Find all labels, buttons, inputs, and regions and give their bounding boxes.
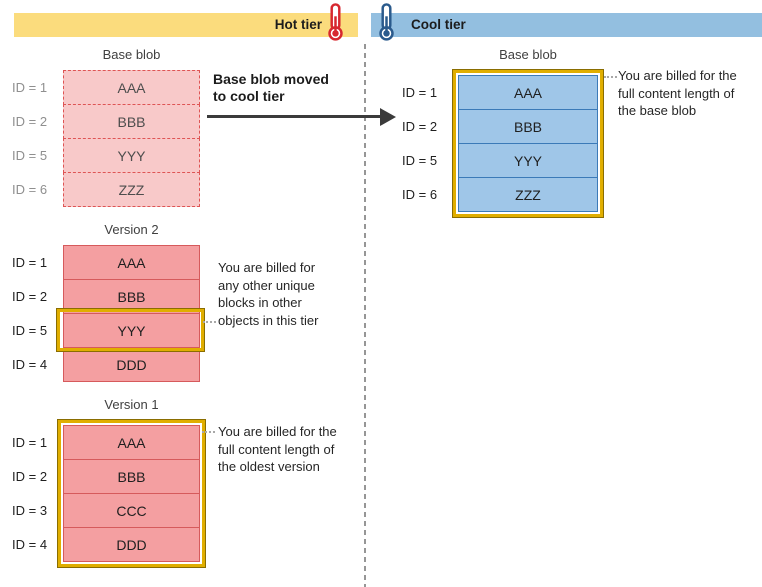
block-cell: AAA [63,70,200,105]
hot-base-blob-group: Base blob ID = 1 ID = 2 ID = 5 ID = 6 AA… [12,46,200,207]
blob-body: ID = 1 ID = 2 ID = 5 ID = 6 AAA BBB YYY … [402,69,604,218]
cool-tier-band: Cool tier [371,13,762,37]
dotted-connector [604,76,617,78]
block-id-column: ID = 1 ID = 2 ID = 5 ID = 6 [12,70,63,206]
gold-billing-box: AAA BBB CCC DDD [57,419,206,568]
block-id: ID = 6 [12,181,48,197]
move-arrow-head [380,108,396,126]
block-id: ID = 1 [12,434,48,450]
hot-tier-label: Hot tier [274,17,322,32]
move-arrow-line [207,115,381,118]
blob-title: Base blob [102,47,161,62]
block-stack: AAA BBB YYY ZZZ [63,70,200,207]
move-annotation: Base blob moved to cool tier [213,71,329,104]
block-cell: BBB [63,459,200,494]
tier-divider [364,44,366,587]
version1-billing-annotation: You are billed for the full content leng… [218,424,337,474]
cool-billing-annotation: You are billed for the full content leng… [618,68,737,118]
blob-body: ID = 1 ID = 2 ID = 3 ID = 4 AAA BBB CCC … [12,419,206,568]
block-stack: AAA BBB YYY DDD [63,245,200,382]
block-cell: AAA [63,245,200,280]
block-id-column: ID = 1 ID = 2 ID = 5 ID = 6 [402,70,453,211]
block-cell: BBB [458,109,598,144]
dotted-connector [202,431,215,433]
dotted-connector [203,321,216,323]
block-cell: ZZZ [63,172,200,207]
blob-title: Version 2 [104,222,159,237]
blob-body: ID = 1 ID = 2 ID = 5 ID = 6 AAA BBB YYY … [12,70,200,207]
block-id-column: ID = 1 ID = 2 ID = 3 ID = 4 [12,420,58,561]
block-id-column: ID = 1 ID = 2 ID = 5 ID = 4 [12,245,63,381]
block-id: ID = 1 [12,254,48,270]
version2-billing-annotation: You are billed for any other unique bloc… [218,260,319,328]
cool-base-blob-group: Base blob ID = 1 ID = 2 ID = 5 ID = 6 AA… [402,46,604,218]
block-id: ID = 2 [12,113,48,129]
block-id: ID = 5 [402,152,438,168]
block-id: ID = 1 [402,84,438,100]
block-cell: AAA [458,75,598,110]
block-id: ID = 6 [402,186,438,202]
blob-title: Base blob [499,47,557,62]
block-stack: AAA BBB YYY ZZZ [458,75,598,212]
blob-title: Version 1 [104,397,159,412]
block-id: ID = 5 [12,147,48,163]
block-cell: YYY [458,143,598,178]
block-id: ID = 2 [12,288,48,304]
thermometer-cool-icon [379,3,394,41]
block-cell: YYY [63,138,200,173]
block-cell: CCC [63,493,200,528]
cool-tier-label: Cool tier [411,17,466,32]
version1-group: Version 1 ID = 1 ID = 2 ID = 3 ID = 4 AA… [12,396,206,568]
block-id: ID = 4 [12,536,48,552]
thermometer-hot-icon [328,3,343,41]
block-cell: DDD [63,527,200,562]
block-id: ID = 4 [12,356,48,372]
block-cell: YYY [63,313,200,348]
block-cell: DDD [63,347,200,382]
block-id: ID = 2 [12,468,48,484]
version2-group: Version 2 ID = 1 ID = 2 ID = 5 ID = 4 AA… [12,221,205,382]
block-id: ID = 2 [402,118,438,134]
block-stack: AAA BBB CCC DDD [63,425,200,562]
block-cell: BBB [63,104,200,139]
block-id: ID = 1 [12,79,48,95]
block-id: ID = 5 [12,322,48,338]
gold-billing-box: AAA BBB YYY ZZZ [452,69,604,218]
hot-tier-band: Hot tier [14,13,358,37]
block-cell: BBB [63,279,200,314]
block-cell: AAA [63,425,200,460]
block-id: ID = 3 [12,502,48,518]
block-cell: ZZZ [458,177,598,212]
blob-body: ID = 1 ID = 2 ID = 5 ID = 4 AAA BBB YYY … [12,245,200,382]
